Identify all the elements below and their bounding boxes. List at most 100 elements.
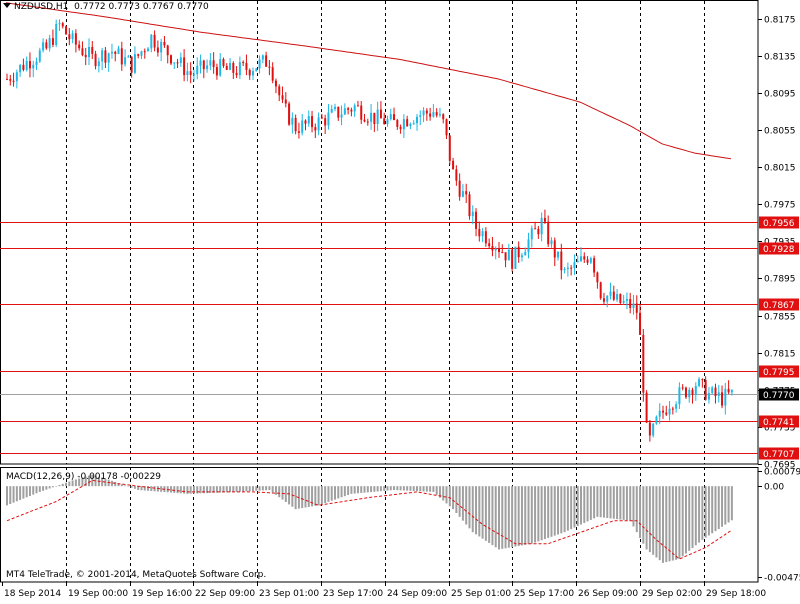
candle[interactable]	[537, 225, 540, 239]
candle[interactable]	[475, 208, 478, 237]
candle[interactable]	[265, 51, 268, 67]
candle[interactable]	[471, 205, 474, 225]
candle[interactable]	[245, 54, 248, 76]
candle[interactable]	[616, 289, 619, 303]
candle[interactable]	[143, 48, 146, 59]
candle[interactable]	[498, 242, 500, 258]
candle[interactable]	[71, 30, 74, 44]
candle[interactable]	[307, 110, 310, 127]
candle[interactable]	[596, 271, 599, 289]
candle[interactable]	[294, 114, 297, 135]
candle[interactable]	[192, 69, 195, 82]
candle[interactable]	[570, 264, 573, 276]
candle[interactable]	[448, 135, 451, 166]
candle[interactable]	[704, 376, 707, 401]
candle[interactable]	[278, 84, 281, 102]
candle[interactable]	[465, 183, 468, 203]
candle[interactable]	[507, 243, 510, 261]
candle[interactable]	[612, 285, 615, 302]
candle[interactable]	[219, 52, 222, 77]
candle[interactable]	[724, 382, 727, 415]
candle[interactable]	[42, 38, 45, 53]
candle[interactable]	[229, 58, 232, 71]
candle[interactable]	[468, 191, 471, 220]
candle[interactable]	[589, 256, 592, 265]
candle[interactable]	[373, 112, 376, 132]
candle[interactable]	[652, 422, 655, 438]
candle[interactable]	[160, 38, 163, 62]
candle[interactable]	[137, 53, 140, 59]
candle[interactable]	[455, 165, 458, 186]
candle[interactable]	[107, 52, 110, 72]
candle[interactable]	[694, 382, 697, 401]
candle[interactable]	[291, 112, 294, 134]
candle[interactable]	[625, 292, 628, 310]
candle[interactable]	[38, 47, 41, 64]
symbol-header[interactable]: NZDUSD,H1 0.7772 0.7773 0.7767 0.7770	[3, 2, 209, 12]
candle[interactable]	[91, 41, 94, 60]
candle[interactable]	[668, 401, 671, 421]
candle[interactable]	[179, 52, 182, 67]
candle[interactable]	[593, 255, 596, 278]
candle[interactable]	[458, 173, 461, 201]
candle[interactable]	[501, 244, 504, 254]
candle[interactable]	[97, 57, 100, 73]
candle[interactable]	[314, 123, 317, 139]
candle[interactable]	[120, 41, 123, 71]
candle[interactable]	[150, 34, 153, 53]
candle[interactable]	[429, 107, 432, 121]
candle[interactable]	[343, 103, 346, 116]
candle[interactable]	[356, 100, 359, 107]
candle[interactable]	[442, 113, 445, 124]
candle[interactable]	[288, 101, 291, 126]
candle[interactable]	[153, 30, 156, 52]
candle[interactable]	[376, 101, 379, 132]
candle[interactable]	[632, 295, 635, 315]
candle[interactable]	[12, 72, 15, 87]
candle[interactable]	[550, 237, 553, 248]
candle[interactable]	[583, 252, 586, 263]
candle[interactable]	[452, 157, 455, 170]
candle[interactable]	[176, 58, 179, 68]
candle[interactable]	[432, 104, 435, 118]
candle[interactable]	[284, 92, 287, 108]
candle[interactable]	[15, 69, 18, 89]
candle[interactable]	[225, 63, 228, 71]
candle[interactable]	[711, 385, 714, 395]
candle[interactable]	[511, 248, 514, 272]
candle[interactable]	[606, 295, 609, 308]
candle[interactable]	[504, 252, 507, 268]
candle[interactable]	[675, 401, 678, 413]
candle[interactable]	[350, 107, 353, 117]
candle[interactable]	[48, 34, 51, 52]
candle[interactable]	[238, 56, 241, 79]
candle[interactable]	[22, 58, 25, 72]
candle[interactable]	[619, 293, 622, 305]
candle[interactable]	[566, 262, 569, 277]
candle[interactable]	[730, 389, 733, 396]
candle[interactable]	[202, 59, 205, 79]
candle[interactable]	[114, 50, 117, 62]
candle[interactable]	[242, 60, 245, 67]
candle[interactable]	[402, 114, 405, 138]
candle[interactable]	[25, 56, 28, 72]
candle[interactable]	[540, 212, 543, 242]
candle[interactable]	[235, 66, 238, 79]
candle[interactable]	[491, 237, 494, 257]
candle[interactable]	[232, 61, 235, 79]
candle[interactable]	[416, 113, 418, 131]
candle[interactable]	[445, 118, 448, 140]
candle[interactable]	[51, 29, 54, 48]
candle[interactable]	[363, 113, 366, 123]
candle[interactable]	[327, 103, 330, 130]
candle[interactable]	[639, 303, 642, 335]
candle[interactable]	[727, 380, 730, 395]
candle[interactable]	[94, 50, 97, 70]
candle[interactable]	[406, 115, 409, 127]
candle[interactable]	[189, 62, 192, 84]
candle[interactable]	[560, 243, 563, 280]
candle[interactable]	[629, 292, 632, 314]
candle[interactable]	[691, 387, 694, 404]
candle[interactable]	[330, 104, 333, 114]
